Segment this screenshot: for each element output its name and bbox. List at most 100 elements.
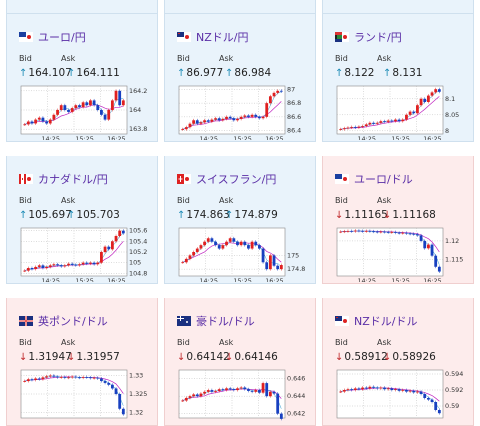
candlestick-chart: 0.594 0.592 0.59 (336, 369, 463, 419)
candle (397, 232, 401, 234)
short-average-line (182, 91, 282, 130)
candle (397, 119, 401, 122)
moving-average-line (182, 388, 282, 401)
candle (401, 119, 405, 122)
candle (184, 258, 188, 263)
candle (430, 92, 434, 96)
rate-tile-nzdjpy[interactable]: NZドル/円 Bid Ask ↑86.977 ↑86.984 87 86.8 86.6 86.4… (164, 14, 316, 142)
candle (192, 394, 196, 397)
arrow-down-icon: ↓ (19, 352, 28, 363)
pair-name[interactable]: 英ポンド/ドル (38, 315, 108, 328)
bid-value: ↑8.122 (335, 67, 375, 79)
pair-title[interactable]: ユーロ/円 (19, 30, 86, 44)
candle (70, 108, 74, 112)
short-average-line (182, 388, 282, 409)
candle (272, 255, 276, 266)
pair-title[interactable]: ユーロ/ドル (335, 172, 413, 186)
candle (375, 122, 379, 124)
rate-tile-cadjpy[interactable]: カナダドル/円 Bid Ask ↑105.697↑105.703 105.6 105.4 1… (6, 156, 158, 284)
price-labels: Bid Ask (19, 196, 75, 205)
pair-title[interactable]: ランド/円 (335, 30, 402, 44)
flag-icon (335, 316, 349, 326)
candle (181, 262, 185, 264)
candle (23, 270, 27, 272)
rate-tile-zarjpy[interactable]: ランド/円 Bid Ask ↑8.122 ↑8.131 8.1 8.05 8 14:25 15:2… (322, 14, 474, 142)
x-tick-label: 16:25 (265, 277, 283, 282)
bid-label: Bid (19, 196, 32, 205)
candle (188, 255, 192, 259)
candle (114, 236, 118, 242)
pair-title[interactable]: カナダドル/円 (19, 172, 108, 186)
candle (430, 399, 434, 402)
price-labels: Bid Ask (19, 338, 75, 347)
price-labels: Bid Ask (335, 54, 391, 63)
arrow-up-icon: ↑ (177, 210, 186, 221)
candle (45, 376, 48, 378)
flag-icon (19, 32, 33, 42)
tile-partial-top (322, 0, 474, 14)
candle (41, 117, 45, 122)
candle (232, 389, 236, 391)
candle (342, 390, 346, 392)
pair-name[interactable]: NZドル/ドル (354, 315, 418, 328)
arrow-up-icon: ↑ (383, 68, 392, 79)
pair-name[interactable]: スイスフラン/円 (196, 173, 277, 186)
price-chart: 0.646 0.644 0.642 (177, 368, 305, 424)
pair-name[interactable]: ランド/円 (354, 31, 402, 44)
rate-tile-nzdusd[interactable]: NZドル/ドル Bid Ask ↓0.58912↓0.58926 0.594 0.592 0… (322, 298, 474, 426)
candle (419, 98, 423, 106)
candle (408, 233, 412, 235)
arrow-up-icon: ↑ (67, 210, 76, 221)
candle (52, 375, 56, 377)
pair-name[interactable]: 豪ドル/ドル (196, 315, 255, 328)
rate-tile-gbpusd[interactable]: 英ポンド/ドル Bid Ask ↓1.31947↓1.31957 1.33 1.325 1.… (6, 298, 158, 426)
candle (357, 388, 361, 390)
x-tick-label: 16:25 (423, 135, 441, 140)
candle (236, 118, 239, 121)
candle (390, 388, 394, 390)
candle (225, 116, 228, 119)
x-tick-label: 16:25 (265, 135, 283, 140)
pair-name[interactable]: ユーロ/円 (38, 31, 86, 44)
ask-label: Ask (61, 338, 76, 347)
pair-title[interactable]: 英ポンド/ドル (19, 314, 108, 328)
candle (254, 390, 258, 392)
candle (412, 111, 416, 114)
pair-name[interactable]: カナダドル/円 (38, 173, 108, 186)
candle (357, 230, 361, 232)
pair-title[interactable]: NZドル/円 (177, 30, 248, 44)
pair-name[interactable]: NZドル/円 (196, 31, 249, 44)
pair-title[interactable]: スイスフラン/円 (177, 172, 276, 186)
price-chart: 8.1 8.05 8 14:25 15:25 16:25 (335, 84, 463, 140)
rate-tile-eurusd[interactable]: ユーロ/ドル Bid Ask ↓1.11165↓1.11168 1.12 1.115 14:… (322, 156, 474, 284)
pair-name[interactable]: ユーロ/ドル (354, 173, 413, 186)
candle (103, 114, 107, 120)
arrow-up-icon: ↑ (225, 210, 234, 221)
bid-label: Bid (19, 338, 32, 347)
x-tick-label: 15:25 (75, 277, 93, 282)
x-tick-label: 16:25 (423, 277, 441, 282)
rate-tile-eurjpy[interactable]: ユーロ/円 Bid Ask ↑164.107↑164.111 164.2 164 163.8… (6, 14, 158, 142)
bid-value: ↓0.64142 (177, 351, 230, 363)
rate-tile-audusd[interactable]: 豪ドル/ドル Bid Ask ↓0.64142↓0.64146 0.646 0.644 0.… (164, 298, 316, 426)
arrow-down-icon: ↓ (225, 352, 234, 363)
candle (74, 105, 78, 109)
candle (412, 233, 416, 235)
candle (221, 245, 225, 249)
candle (217, 118, 221, 121)
y-tick-label: 0.644 (287, 392, 305, 400)
candle (210, 238, 214, 242)
moving-average-line (340, 96, 440, 130)
candle (364, 124, 368, 126)
pair-title[interactable]: 豪ドル/ドル (177, 314, 255, 328)
price-labels: Bid Ask (177, 196, 233, 205)
bid-label: Bid (335, 196, 348, 205)
rate-tile-chfjpy[interactable]: スイスフラン/円 Bid Ask ↑174.863↑174.879 175 174.8 14… (164, 156, 316, 284)
candle (70, 263, 74, 265)
price-labels: Bid Ask (335, 196, 391, 205)
candle (78, 264, 81, 266)
ask-label: Ask (377, 196, 392, 205)
pair-title[interactable]: NZドル/ドル (335, 314, 417, 328)
candle (63, 265, 67, 267)
ask-value: ↑164.111 (67, 67, 120, 79)
